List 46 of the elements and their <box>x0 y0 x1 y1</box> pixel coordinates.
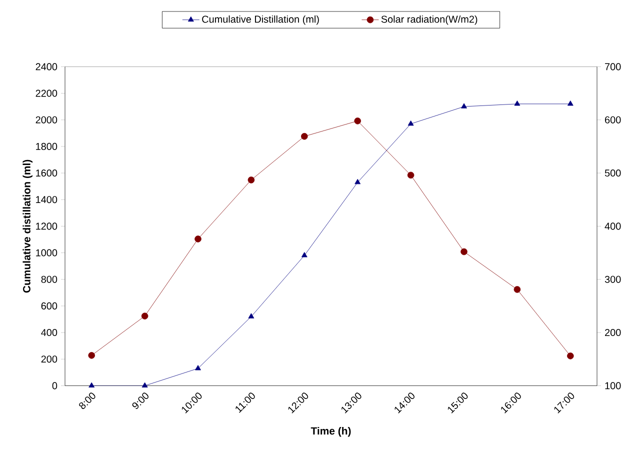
point <box>248 176 255 184</box>
point <box>408 120 414 126</box>
point <box>514 286 521 293</box>
point <box>461 103 467 108</box>
point <box>460 248 468 256</box>
legend-label: Cumulative Distillation (ml) <box>202 15 319 25</box>
y-tick-label: 600 <box>41 302 58 310</box>
y2-tick-label: 200 <box>605 329 621 336</box>
y-tick-label: 2400 <box>36 63 58 70</box>
point <box>195 365 201 370</box>
y-tick-label: 400 <box>41 329 58 336</box>
y2-tick-label: 300 <box>604 276 621 283</box>
y-tick-label: 1600 <box>36 170 58 177</box>
point <box>194 236 202 242</box>
y-tick-label: 2000 <box>36 116 58 124</box>
y-tick-label: 200 <box>41 356 58 363</box>
y-tick-label: 1800 <box>36 142 58 150</box>
y-tick-label: 800 <box>41 276 58 283</box>
y-tick-label: 2200 <box>36 90 58 97</box>
point <box>301 132 308 140</box>
y2-tick-label: 400 <box>604 222 621 230</box>
legend-label: Solar radiation(W/m2) <box>381 15 478 25</box>
y2-tick-label: 100 <box>605 382 621 390</box>
point <box>514 100 520 106</box>
point <box>88 382 95 388</box>
y2-tick-label: 700 <box>605 63 621 70</box>
point <box>354 118 361 124</box>
point <box>567 352 574 360</box>
x-axis-title: Time (h) <box>310 426 351 437</box>
y-tick-label: 1000 <box>36 249 58 256</box>
y2-tick-label: 600 <box>605 116 621 124</box>
y2-tick-label: 500 <box>604 170 621 177</box>
point <box>354 178 361 184</box>
point <box>407 172 414 179</box>
x-tick-label: 8:00 <box>79 392 96 409</box>
point <box>141 312 148 320</box>
point <box>142 382 148 388</box>
y-tick-label: 1200 <box>36 222 58 230</box>
point <box>301 252 308 258</box>
point <box>248 313 254 318</box>
x-tick-label: 9:00 <box>132 392 148 409</box>
y-tick-label: 1400 <box>36 196 58 204</box>
y-tick-label: 0 <box>52 382 58 390</box>
y-axis-title: Cumulative distillation (ml) <box>22 160 32 293</box>
point <box>88 352 95 359</box>
point <box>567 100 574 106</box>
